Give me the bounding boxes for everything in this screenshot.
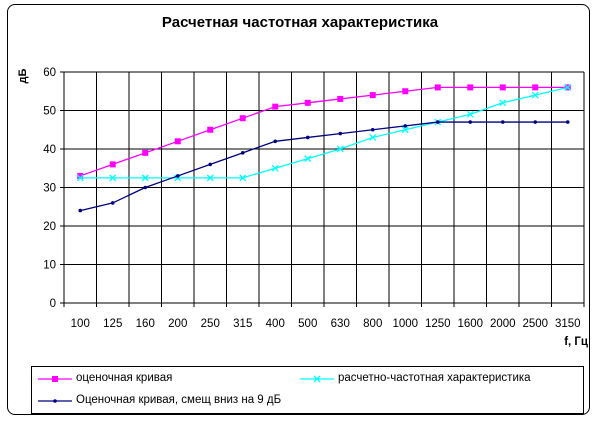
legend-label-series-1: расчетно-частотная характеристика [338, 372, 531, 384]
data-point-series-1 [206, 174, 214, 182]
data-point-series-1 [336, 145, 344, 153]
y-tick-label: 30 [43, 183, 56, 195]
data-point-series-0 [142, 149, 149, 156]
data-point-series-0 [467, 84, 474, 91]
data-point-series-0 [402, 88, 409, 95]
data-point-series-1 [369, 133, 377, 141]
chart-title: Расчетная частотная характеристика [161, 14, 439, 31]
data-point-series-1 [76, 174, 84, 182]
x-tick-label: 3150 [555, 318, 581, 330]
data-point-series-1 [531, 91, 539, 99]
data-point-series-2 [435, 120, 440, 124]
data-point-series-0 [499, 84, 506, 91]
y-axis-title: дБ [17, 68, 29, 83]
data-point-series-0 [337, 95, 344, 102]
x-axis-title: f, Гц [564, 336, 588, 348]
data-point-series-1 [466, 110, 474, 118]
data-point-series-0 [532, 84, 539, 91]
x-tick-label: 160 [136, 318, 155, 330]
x-tick-label: 500 [298, 318, 317, 330]
data-point-series-2 [468, 120, 473, 124]
data-point-series-1 [401, 126, 409, 134]
data-point-series-2 [143, 185, 148, 190]
x-tick-label: 1600 [457, 318, 483, 330]
y-tick-label: 50 [43, 106, 56, 118]
data-point-series-1 [499, 99, 507, 107]
data-point-series-0 [304, 99, 311, 106]
data-point-series-2 [370, 127, 375, 132]
legend-label-series-2: Оценочная кривая, смещ вниз на 9 дБ [76, 394, 282, 406]
x-tick-label: 1250 [425, 318, 451, 330]
legend-swatch-series-2 [38, 399, 72, 403]
data-point-series-2 [338, 131, 343, 136]
series-line-1 [80, 86, 568, 179]
data-point-series-2 [500, 120, 505, 124]
x-tick-label: 400 [266, 318, 285, 330]
data-point-series-2 [565, 120, 570, 124]
data-point-series-1 [141, 174, 149, 182]
x-tick-label: 100 [71, 318, 90, 330]
data-point-series-1 [239, 174, 247, 182]
data-point-series-0 [207, 126, 214, 133]
data-point-series-1 [109, 174, 117, 182]
x-tick-label: 630 [331, 318, 350, 330]
data-point-series-0 [174, 138, 181, 145]
y-tick-label: 20 [43, 221, 56, 233]
data-point-series-2 [533, 120, 538, 124]
data-point-series-2 [78, 208, 83, 213]
data-point-series-2 [273, 139, 278, 144]
data-point-series-0 [239, 115, 246, 122]
data-point-series-2 [305, 135, 310, 140]
x-tick-label: 2500 [522, 318, 548, 330]
data-point-series-2 [208, 162, 213, 167]
series-line-0 [80, 86, 568, 177]
x-tick-label: 125 [103, 318, 122, 330]
series-line-2 [80, 121, 568, 212]
y-tick-label: 0 [50, 298, 56, 310]
data-point-series-0 [369, 92, 376, 99]
x-tick-label: 250 [201, 318, 220, 330]
data-point-series-0 [77, 172, 84, 179]
x-tick-label: 315 [233, 318, 252, 330]
data-point-series-1 [304, 155, 312, 163]
legend-label-series-0: оценочная кривая [76, 372, 173, 384]
data-point-series-1 [564, 83, 572, 91]
data-point-series-0 [109, 161, 116, 168]
y-tick-label: 60 [43, 67, 56, 79]
data-point-series-0 [434, 84, 441, 91]
data-point-series-2 [240, 151, 245, 155]
x-tick-label: 200 [168, 318, 187, 330]
legend-swatch-series-0 [38, 376, 72, 382]
legend: оценочная кривая расчетно-частотная хара… [31, 366, 584, 414]
data-point-series-2 [403, 124, 408, 128]
data-point-series-1 [271, 164, 279, 172]
data-point-series-2 [110, 201, 115, 205]
x-tick-label: 2000 [490, 318, 516, 330]
x-tick-label: 800 [363, 318, 382, 330]
data-point-series-2 [175, 174, 180, 178]
y-tick-label: 10 [43, 260, 56, 272]
y-tick-label: 40 [43, 144, 56, 156]
data-point-series-0 [272, 103, 279, 110]
legend-swatch-series-1 [300, 375, 334, 383]
x-tick-label: 1000 [392, 318, 418, 330]
